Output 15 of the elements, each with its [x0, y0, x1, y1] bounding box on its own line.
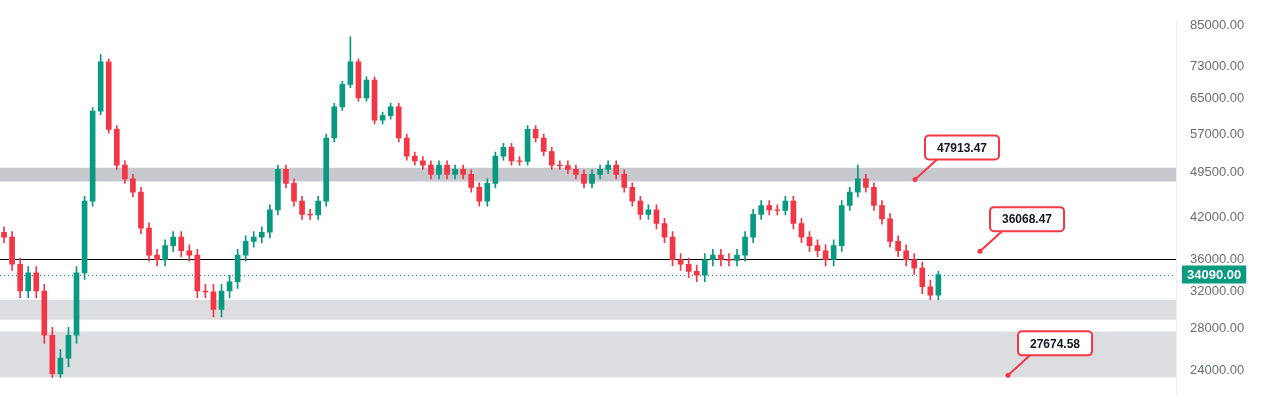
y-tick-label: 42000.00 [1190, 209, 1245, 225]
y-tick-label: 49500.00 [1190, 164, 1245, 180]
y-tick-label: 32000.00 [1190, 283, 1245, 299]
ref-line-label: 36068.47 [1001, 212, 1053, 227]
candlestick [726, 253, 732, 267]
band-label: 27674.58 [1029, 336, 1081, 351]
band-label: 47913.47 [936, 140, 988, 155]
y-tick-label: 24000.00 [1190, 362, 1245, 378]
y-tick-label: 57000.00 [1190, 125, 1245, 141]
y-tick-label: 85000.00 [1190, 16, 1245, 32]
y-tick-label: 65000.00 [1190, 89, 1245, 105]
y-tick-label: 36000.00 [1190, 251, 1245, 267]
y-tick-label: 73000.00 [1190, 58, 1245, 74]
y-tick-label: 28000.00 [1190, 319, 1245, 335]
ref-line-label: 34090.00 [1187, 267, 1242, 283]
